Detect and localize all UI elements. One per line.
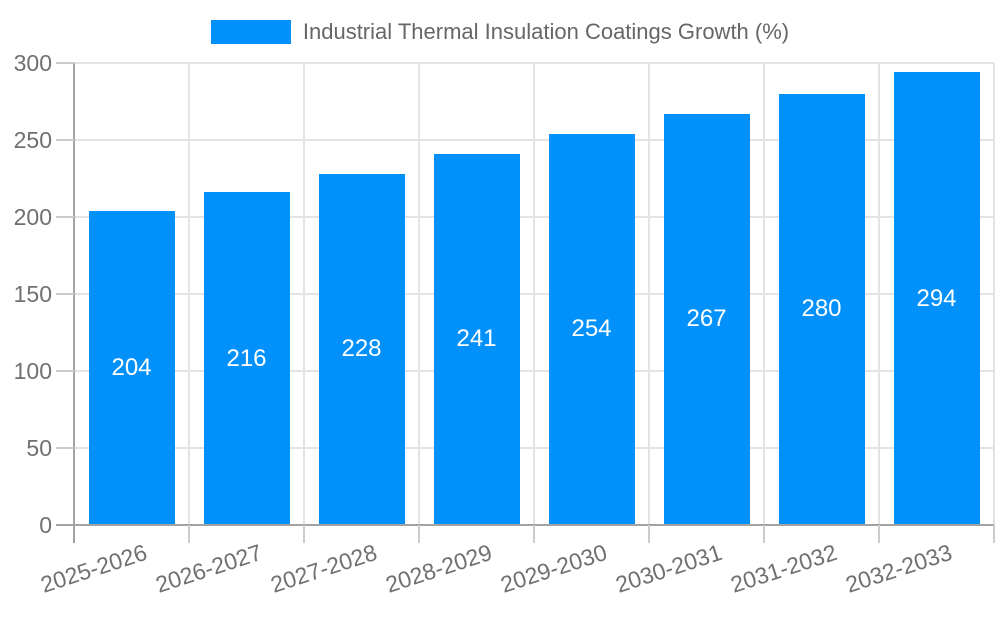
y-tick-mark bbox=[56, 293, 74, 295]
gridline-vertical bbox=[303, 63, 305, 525]
bar-value-label: 280 bbox=[801, 295, 842, 323]
legend-swatch bbox=[210, 20, 291, 44]
bar-chart: Industrial Thermal Insulation Coatings G… bbox=[0, 19, 1000, 598]
x-tick-mark bbox=[878, 525, 880, 543]
bar-value-label: 241 bbox=[456, 325, 497, 353]
bar[interactable]: 216 bbox=[203, 192, 290, 525]
chart-legend[interactable]: Industrial Thermal Insulation Coatings G… bbox=[0, 19, 1000, 45]
gridline-vertical bbox=[763, 63, 765, 525]
x-tick-mark bbox=[648, 525, 650, 543]
x-tick-mark bbox=[763, 525, 765, 543]
y-axis-tick-label: 100 bbox=[13, 358, 52, 384]
x-tick-mark bbox=[418, 525, 420, 543]
bar[interactable]: 267 bbox=[663, 113, 750, 525]
y-tick-mark bbox=[56, 370, 74, 372]
bar-value-label: 294 bbox=[916, 284, 957, 312]
y-tick-mark bbox=[56, 447, 74, 449]
gridline-vertical bbox=[993, 63, 995, 525]
x-tick-mark bbox=[533, 525, 535, 543]
x-tick-mark bbox=[188, 525, 190, 543]
bar[interactable]: 228 bbox=[318, 173, 405, 525]
gridline-vertical bbox=[188, 63, 190, 525]
bar[interactable]: 280 bbox=[778, 93, 865, 525]
y-tick-mark bbox=[56, 216, 74, 218]
y-axis-tick-label: 50 bbox=[26, 435, 52, 461]
y-tick-mark bbox=[56, 62, 74, 64]
gridline-vertical bbox=[648, 63, 650, 525]
gridline-vertical bbox=[878, 63, 880, 525]
bar[interactable]: 241 bbox=[433, 153, 520, 525]
bar[interactable]: 204 bbox=[88, 210, 175, 525]
y-axis-line bbox=[73, 63, 75, 543]
legend-title: Industrial Thermal Insulation Coatings G… bbox=[302, 19, 790, 44]
y-axis-tick-label: 250 bbox=[13, 127, 52, 153]
y-axis-tick-label: 300 bbox=[13, 50, 52, 76]
x-axis-line bbox=[56, 524, 994, 526]
y-axis-tick-label: 0 bbox=[39, 512, 52, 538]
y-axis-tick-label: 150 bbox=[13, 281, 52, 307]
bar-value-label: 267 bbox=[686, 305, 727, 333]
bar-value-label: 254 bbox=[571, 315, 612, 343]
gridline-vertical bbox=[533, 63, 535, 525]
bar-value-label: 204 bbox=[111, 353, 152, 381]
y-tick-mark bbox=[56, 139, 74, 141]
bar-value-label: 228 bbox=[341, 335, 382, 363]
x-tick-mark bbox=[303, 525, 305, 543]
y-axis-tick-label: 200 bbox=[13, 204, 52, 230]
bar-value-label: 216 bbox=[226, 344, 267, 372]
gridline-vertical bbox=[418, 63, 420, 525]
bar[interactable]: 254 bbox=[548, 133, 635, 525]
x-tick-mark bbox=[993, 525, 995, 543]
bar[interactable]: 294 bbox=[893, 72, 980, 525]
